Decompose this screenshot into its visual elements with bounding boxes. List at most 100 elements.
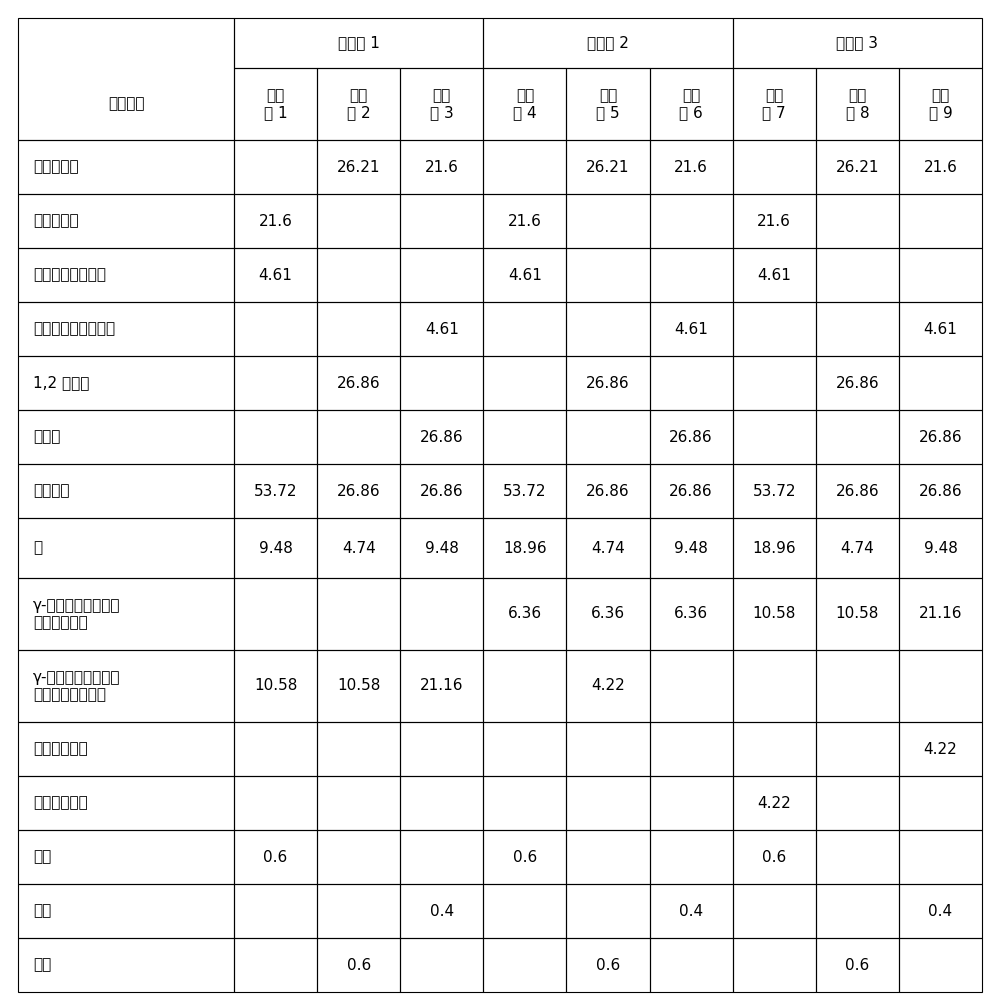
Bar [483,722,566,776]
Bar [899,722,982,776]
Bar [18,650,234,722]
Bar [899,464,982,518]
Bar [650,356,733,410]
Bar [816,518,899,578]
Bar [566,356,650,410]
Text: 实施
例 8: 实施 例 8 [846,87,869,120]
Bar [566,578,650,650]
Bar [899,302,982,356]
Text: 4.61: 4.61 [924,321,957,337]
Bar [483,938,566,992]
Text: 21.16: 21.16 [420,679,464,694]
Bar [483,830,566,884]
Bar [733,68,816,140]
Bar [400,410,483,464]
Bar [317,464,400,518]
Bar [566,776,650,830]
Bar [650,140,733,194]
Bar [234,776,317,830]
Bar [566,302,650,356]
Text: 1,2 丙二醇: 1,2 丙二醇 [33,376,89,391]
Bar [899,884,982,938]
Bar [18,410,234,464]
Bar [18,578,234,650]
Text: 53.72: 53.72 [254,483,297,499]
Text: 10.58: 10.58 [753,606,796,621]
Bar [317,194,400,248]
Bar [733,410,816,464]
Text: 正丁醇: 正丁醇 [33,429,60,444]
Text: 53.72: 53.72 [503,483,547,499]
Text: 21.6: 21.6 [757,214,791,229]
Bar [483,140,566,194]
Bar [234,518,317,578]
Bar [650,194,733,248]
Text: 4.61: 4.61 [757,267,791,282]
Bar [317,650,400,722]
Bar [816,140,899,194]
Text: 26.21: 26.21 [337,159,380,175]
Bar [18,194,234,248]
Bar [234,248,317,302]
Bar [733,464,816,518]
Bar [816,248,899,302]
Bar [400,140,483,194]
Bar [18,518,234,578]
Bar [400,578,483,650]
Text: 4.22: 4.22 [757,795,791,810]
Text: 实施
例 2: 实施 例 2 [347,87,371,120]
Text: 4.74: 4.74 [840,541,874,556]
Bar [899,356,982,410]
Bar [234,464,317,518]
Bar [317,722,400,776]
Bar [899,578,982,650]
Text: 21.6: 21.6 [259,214,293,229]
Bar [317,578,400,650]
Bar [650,830,733,884]
Bar [483,248,566,302]
Bar [899,194,982,248]
Text: 10.58: 10.58 [836,606,879,621]
Bar [566,518,650,578]
Bar [483,578,566,650]
Text: 实施
例 6: 实施 例 6 [679,87,703,120]
Text: 26.86: 26.86 [420,429,464,444]
Text: 21.6: 21.6 [924,159,957,175]
Text: 4.74: 4.74 [591,541,625,556]
Bar [483,776,566,830]
Bar [18,248,234,302]
Bar [483,194,566,248]
Bar [234,302,317,356]
Bar [18,776,234,830]
Bar [650,410,733,464]
Bar [234,884,317,938]
Bar [400,248,483,302]
Text: 26.86: 26.86 [337,376,381,391]
Bar [18,18,234,140]
Bar [18,140,234,194]
Text: 26.86: 26.86 [586,483,630,499]
Text: 10.58: 10.58 [254,679,297,694]
Text: 26.21: 26.21 [836,159,879,175]
Bar [650,884,733,938]
Bar [483,302,566,356]
Bar [400,938,483,992]
Bar [650,650,733,722]
Bar [650,518,733,578]
Bar [317,356,400,410]
Bar [317,68,400,140]
Bar [317,518,400,578]
Bar [18,464,234,518]
Text: 实施
例 5: 实施 例 5 [596,87,620,120]
Bar [400,722,483,776]
Text: 26.86: 26.86 [836,483,879,499]
Bar [400,884,483,938]
Text: 实施
例 7: 实施 例 7 [762,87,786,120]
Text: 9.48: 9.48 [259,541,293,556]
Bar [566,464,650,518]
Bar [483,518,566,578]
Bar [650,578,733,650]
Text: 实施
例 9: 实施 例 9 [929,87,952,120]
Bar [733,830,816,884]
Bar [317,410,400,464]
